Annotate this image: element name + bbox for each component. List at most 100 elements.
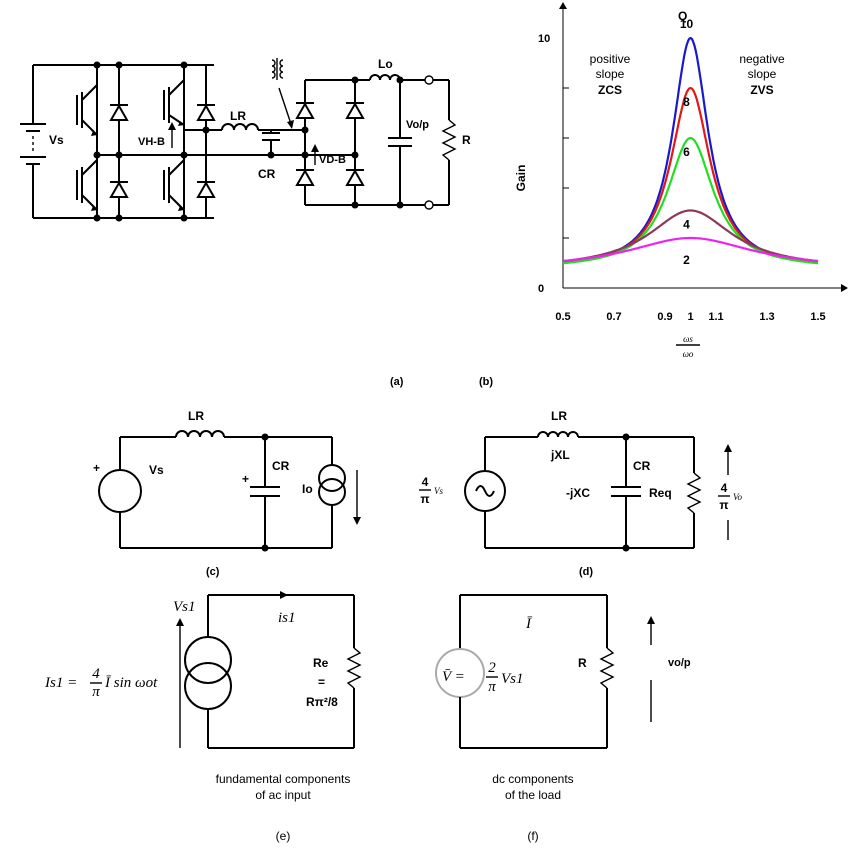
rect-diode-4 <box>345 168 365 186</box>
is1-small: is1 <box>278 610 296 626</box>
vop-label-f: vo/p <box>668 657 691 669</box>
caption-a: (a) <box>390 376 404 388</box>
resistor-r-a <box>441 119 457 161</box>
vdb-label: VD-B <box>319 154 346 166</box>
re-val: Rπ²/8 <box>306 695 338 709</box>
annot-left-3: ZCS <box>598 83 622 97</box>
inductor-lo <box>369 74 401 81</box>
igbt-2 <box>76 159 98 211</box>
annot-left-2: slope <box>596 67 625 81</box>
inductor-lr-d <box>537 431 579 438</box>
caption-f-line2: of the load <box>505 788 561 802</box>
resistor-re <box>346 647 362 689</box>
series-label-q8: 8 <box>683 95 690 109</box>
vbar-frac-den: π <box>488 679 496 695</box>
jxl-label: jXL <box>550 448 570 462</box>
q-header: Q <box>678 9 687 23</box>
x-tick-label: 1.5 <box>810 311 825 323</box>
vop-label-a: Vo/p <box>406 119 429 131</box>
re-label: Re <box>313 656 329 670</box>
annot-right-1: negative <box>739 52 785 66</box>
x-axis-label-den: ωo <box>683 349 694 359</box>
vs-label-c: Vs <box>149 463 164 477</box>
vhb-label: VH-B <box>138 136 165 148</box>
x-tick-label: 0.5 <box>555 311 570 323</box>
cr-label-d: CR <box>633 459 651 473</box>
circuit-a: Vs <box>20 57 471 222</box>
req-label: Req <box>649 486 672 500</box>
four-pi-vs-num: 4 <box>422 475 429 489</box>
xfmr-coil2 <box>279 59 284 79</box>
r-label-f: R <box>578 656 587 670</box>
cr-label-c: CR <box>272 459 290 473</box>
caption-f-line1: dc components <box>492 772 573 786</box>
y-axis-label: Gain <box>514 165 528 192</box>
caption-f: (f) <box>527 829 538 843</box>
circuit-d: LR jXL CR -jXC Req 4 π Vs 4 π Vo (d) <box>419 409 743 578</box>
lo-label: Lo <box>378 57 393 71</box>
x-tick-label: 0.9 <box>657 311 672 323</box>
series-line-q6 <box>562 136 819 265</box>
lr-label-d: LR <box>551 409 567 423</box>
x-tick-label: 0.7 <box>606 311 621 323</box>
gain-chart: 0.5 0.7 0.9 1 1.1 1.3 1.5 0 10 10 8 6 4 2 Q positiv… <box>514 2 848 359</box>
inductor-lr-a <box>221 123 259 131</box>
x-tick-label: 1.1 <box>708 311 723 323</box>
is1-formula-left: Is1 = <box>44 675 77 691</box>
vbar-left: V̄ = <box>442 669 465 685</box>
circuit-c: LR + Vs + CR Io (c) <box>93 409 361 578</box>
vbar-right: Vs1 <box>501 671 524 687</box>
caption-e: (e) <box>276 829 291 843</box>
x-axis-label-num: ωs <box>683 334 693 344</box>
caption-b: (b) <box>479 376 493 388</box>
cr-label-a: CR <box>258 167 276 181</box>
ibar-label: Ī <box>525 616 533 632</box>
lr-label-a: LR <box>230 109 246 123</box>
series-label-q2: 2 <box>683 253 690 267</box>
series-label-q4: 4 <box>683 218 690 232</box>
sine-icon <box>475 485 495 497</box>
annot-right-3: ZVS <box>750 83 773 97</box>
four-pi-vs-den: π <box>420 492 429 506</box>
diode-3 <box>196 103 216 121</box>
series-line-q4 <box>562 209 819 263</box>
vs-label-a: Vs <box>49 133 64 147</box>
circuit-f: Ī V̄ = 2 π Vs1 R vo/p dc components of t… <box>435 594 691 843</box>
four-pi-vs-sym: Vs <box>434 486 443 496</box>
vs1-label: Vs1 <box>173 599 196 615</box>
igbt-4 <box>163 159 185 211</box>
vbar-frac-num: 2 <box>488 660 496 676</box>
igbt-1 <box>76 84 98 136</box>
caption-e-line1: fundamental components <box>216 772 351 786</box>
annot-right-2: slope <box>748 67 777 81</box>
four-pi-vo-sym: Vo <box>733 492 743 502</box>
four-pi-vo-den: π <box>719 498 728 512</box>
is1-frac-den: π <box>92 684 100 700</box>
plus-c2: + <box>242 472 249 486</box>
rect-diode-2 <box>295 168 315 186</box>
inductor-lr-c <box>175 430 225 438</box>
diode-2 <box>109 180 129 198</box>
plus-c1: + <box>93 461 100 475</box>
x-tick-label: 1 <box>687 311 693 323</box>
caption-e-line2: of ac input <box>255 788 311 802</box>
xfmr-coil1 <box>271 59 276 79</box>
diode-4 <box>196 180 216 198</box>
series-line-q8 <box>562 86 819 264</box>
series-label-q10: 10 <box>680 17 694 31</box>
y-tick-label: 10 <box>538 33 550 45</box>
four-pi-vo-num: 4 <box>721 481 728 495</box>
x-tick-label: 1.3 <box>759 311 774 323</box>
y-tick-label: 0 <box>538 283 544 295</box>
series-line-q2 <box>562 236 819 263</box>
vs-source-c <box>98 469 142 513</box>
jxc-label: -jXC <box>566 486 590 500</box>
rect-diode-1 <box>295 101 315 119</box>
caption-d: (d) <box>579 566 593 578</box>
circuit-e: is1 Vs1 Re = Rπ²/8 Is1 = 4 π Ī sin ωot f… <box>44 591 362 843</box>
is1-formula-right: Ī sin ωot <box>104 675 158 691</box>
diode-1 <box>109 103 129 121</box>
r-label-a: R <box>462 133 471 147</box>
series-label-q6: 6 <box>683 145 690 159</box>
